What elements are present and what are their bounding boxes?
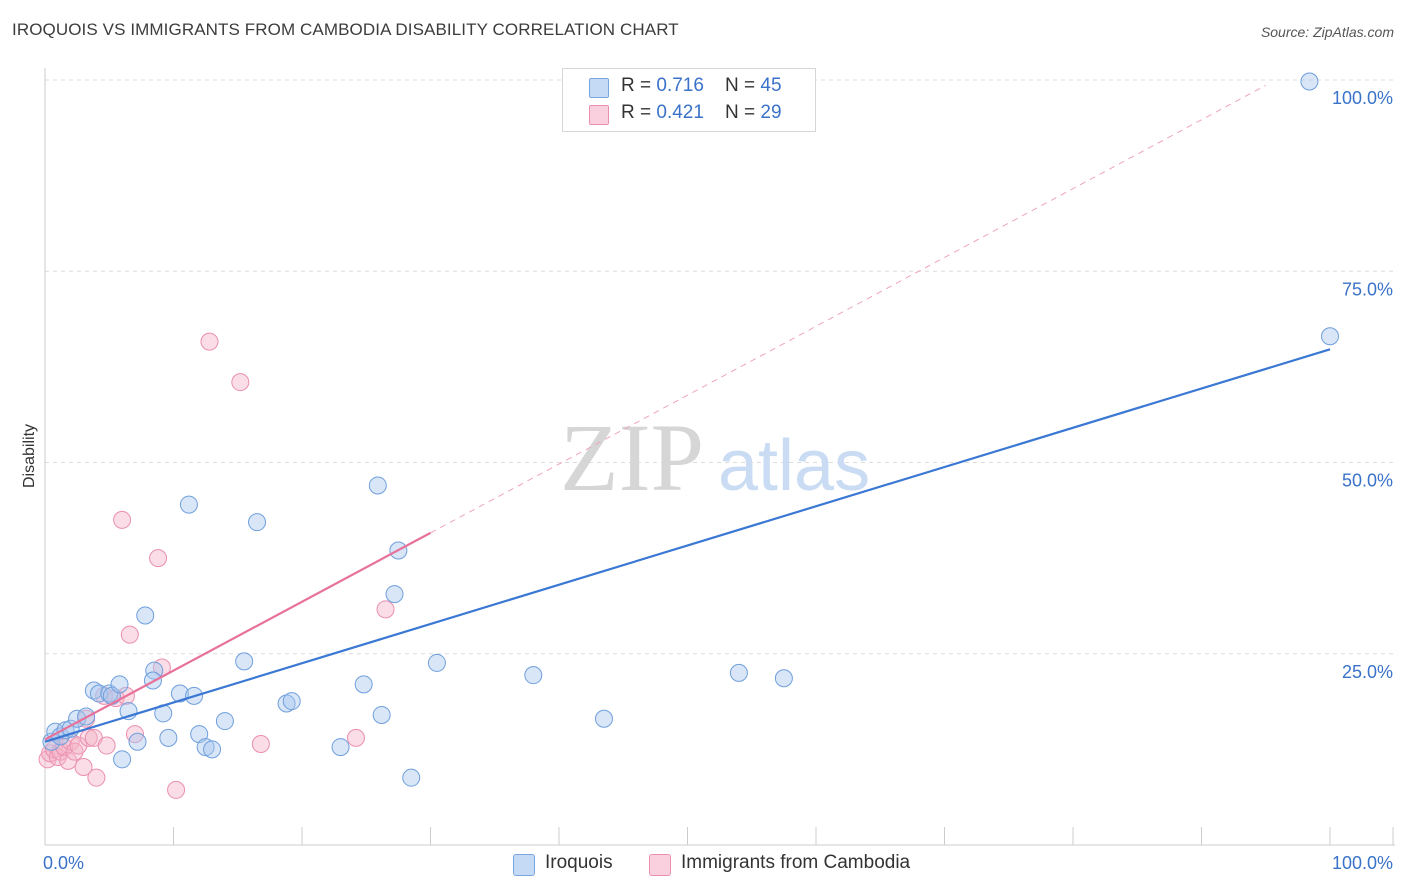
trend-line-cambodia-extension — [430, 84, 1266, 534]
point-iroquois — [402, 768, 421, 787]
point-iroquois — [113, 750, 132, 769]
point-cambodia — [251, 735, 270, 754]
legend-swatch-cambodia — [589, 105, 609, 125]
stats-legend: R = 0.716 N = 45 R = 0.421 N = 29 — [562, 68, 816, 132]
point-iroquois — [179, 495, 198, 514]
point-iroquois — [1300, 72, 1319, 91]
point-cambodia — [231, 373, 250, 392]
point-cambodia — [120, 625, 139, 644]
y-axis-label: Disability — [21, 424, 38, 488]
data-points — [38, 72, 1339, 799]
point-iroquois — [145, 661, 164, 680]
legend-swatch-iroquois — [589, 78, 609, 98]
chart-title: IROQUOIS VS IMMIGRANTS FROM CAMBODIA DIS… — [12, 20, 679, 39]
point-iroquois — [159, 728, 178, 747]
point-iroquois — [100, 684, 119, 703]
point-iroquois — [248, 513, 267, 532]
point-iroquois — [372, 705, 391, 724]
point-iroquois — [110, 675, 129, 694]
point-cambodia — [376, 600, 395, 619]
point-iroquois — [282, 692, 301, 711]
point-iroquois — [203, 740, 222, 759]
y-tick-label: 75.0% — [1342, 279, 1393, 299]
y-tick-label: 100.0% — [1332, 88, 1393, 108]
x-tick-label: 100.0% — [1332, 853, 1393, 873]
point-iroquois — [128, 732, 147, 751]
point-iroquois — [524, 666, 543, 685]
point-cambodia — [346, 728, 365, 747]
point-iroquois — [331, 738, 350, 757]
point-cambodia — [97, 736, 116, 755]
y-tick-label: 50.0% — [1342, 471, 1393, 491]
n-label: N = — [725, 75, 761, 96]
point-iroquois — [170, 684, 189, 703]
point-cambodia — [200, 332, 219, 351]
n-label: N = — [725, 102, 761, 123]
point-cambodia — [87, 768, 106, 787]
point-iroquois — [368, 476, 387, 495]
point-iroquois — [190, 725, 209, 744]
point-iroquois — [84, 681, 103, 700]
watermark-zip: ZIP — [560, 404, 704, 511]
point-cambodia — [59, 751, 78, 770]
point-iroquois — [427, 653, 446, 672]
grid-lines — [45, 79, 1395, 655]
point-cambodia — [113, 510, 132, 529]
point-iroquois — [354, 675, 373, 694]
legend-label-iroquois: Iroquois — [545, 852, 613, 873]
point-cambodia — [74, 757, 93, 776]
point-iroquois — [774, 669, 793, 688]
point-iroquois — [235, 652, 254, 671]
legend-swatch-iroquois — [513, 854, 535, 876]
r-label: R = — [621, 102, 657, 123]
n-value: 29 — [760, 102, 782, 123]
point-iroquois — [215, 712, 234, 731]
n-value: 45 — [760, 75, 782, 96]
x-tick-label: 0.0% — [43, 853, 84, 873]
axes — [44, 68, 1395, 846]
y-tick-label: 25.0% — [1342, 662, 1393, 682]
point-cambodia — [149, 549, 168, 568]
point-cambodia — [48, 748, 67, 767]
watermark-atlas: atlas — [718, 426, 870, 506]
tick-labels: 25.0% 50.0% 75.0% 100.0% 0.0% 100.0% — [43, 88, 1393, 873]
r-value: 0.421 — [656, 102, 704, 123]
point-iroquois — [1321, 327, 1339, 346]
trend-lines — [44, 84, 1331, 743]
trend-line-cambodia — [44, 531, 432, 741]
point-iroquois — [385, 585, 404, 604]
watermark: ZIP atlas — [560, 404, 870, 511]
r-value: 0.716 — [656, 75, 704, 96]
source-note: Source: ZipAtlas.com — [1260, 24, 1394, 40]
point-iroquois — [594, 709, 613, 728]
trend-line-iroquois — [44, 348, 1331, 743]
legend-swatch-cambodia — [649, 854, 671, 876]
point-iroquois — [136, 606, 155, 625]
point-cambodia — [167, 780, 186, 799]
point-iroquois — [729, 663, 748, 682]
point-cambodia — [69, 736, 88, 755]
legend-label-cambodia: Immigrants from Cambodia — [681, 852, 911, 873]
r-label: R = — [621, 75, 657, 96]
